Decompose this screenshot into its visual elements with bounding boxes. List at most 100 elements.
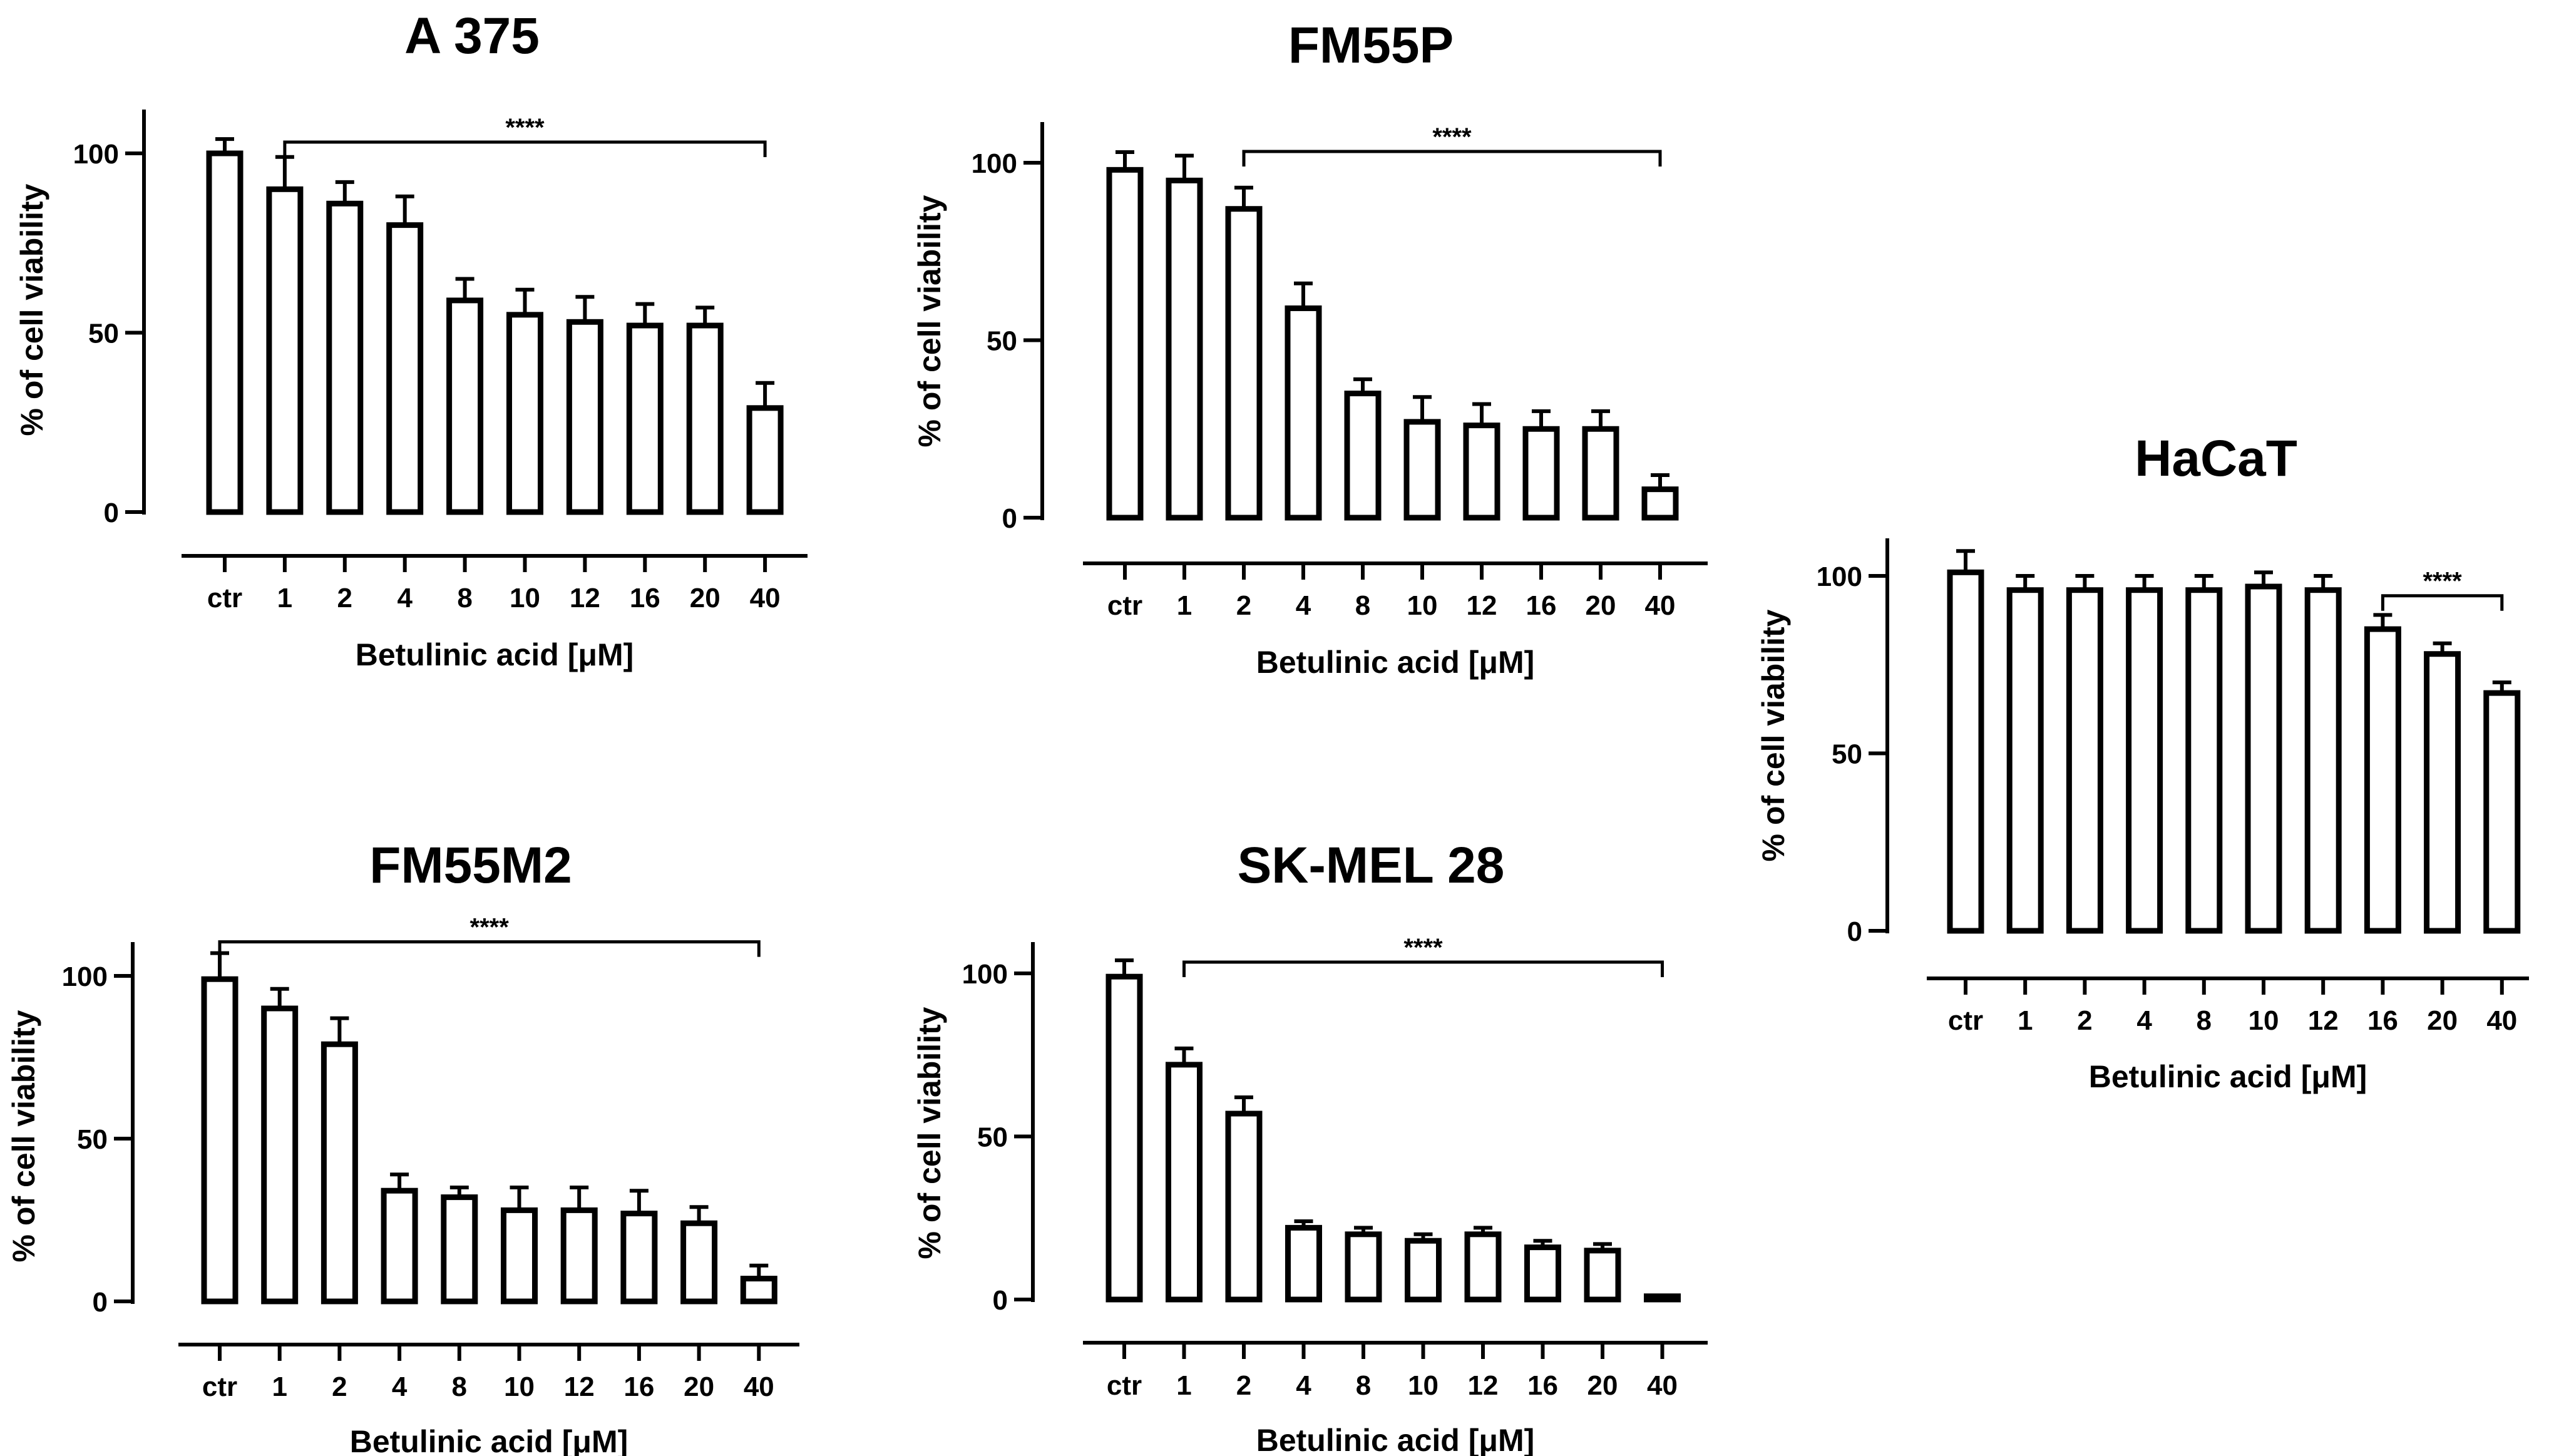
bar-1 bbox=[1166, 1062, 1203, 1303]
bar-16 bbox=[2364, 626, 2401, 934]
x-tick-label: 8 bbox=[2197, 1005, 2212, 1036]
x-tick-label: 8 bbox=[1355, 590, 1370, 621]
x-tick-label: ctr bbox=[1107, 1370, 1142, 1401]
bar-ctr bbox=[201, 976, 238, 1305]
x-tick-label: 10 bbox=[2249, 1005, 2279, 1036]
y-tick-label: 100 bbox=[972, 148, 1017, 179]
bar-2 bbox=[321, 1041, 358, 1305]
y-axis-label: % of cell viability bbox=[14, 183, 49, 436]
bar-10 bbox=[506, 312, 543, 515]
x-tick-label: 12 bbox=[1467, 590, 1497, 621]
x-tick-label: 16 bbox=[1527, 1370, 1558, 1401]
bar-4 bbox=[2126, 587, 2163, 934]
x-tick-label: 1 bbox=[1176, 1370, 1191, 1401]
bar-4 bbox=[386, 222, 424, 515]
x-tick-label: 1 bbox=[277, 583, 292, 613]
bar-2 bbox=[326, 200, 364, 515]
bar-20 bbox=[1582, 426, 1619, 521]
significance-bracket bbox=[1242, 150, 1662, 167]
x-tick-label: 4 bbox=[1296, 1370, 1311, 1401]
significance-label: **** bbox=[470, 914, 510, 941]
y-tick-label: 0 bbox=[104, 498, 119, 528]
bar-4 bbox=[381, 1187, 418, 1305]
y-tick-label: 0 bbox=[993, 1285, 1008, 1316]
x-axis-label: Betulinic acid [μM] bbox=[350, 1424, 628, 1456]
chart-title: A 375 bbox=[404, 8, 540, 64]
x-tick-label: 40 bbox=[750, 583, 781, 613]
x-tick-label: 10 bbox=[1408, 1370, 1439, 1401]
bar-8 bbox=[1344, 391, 1382, 521]
x-tick-label: 40 bbox=[1647, 1370, 1678, 1401]
x-tick-label: ctr bbox=[1948, 1005, 1983, 1036]
x-tick-label: 20 bbox=[690, 583, 721, 613]
bar-2 bbox=[1225, 206, 1263, 521]
bar-8 bbox=[1345, 1231, 1382, 1303]
x-tick-label: 12 bbox=[564, 1371, 595, 1402]
bar-40 bbox=[746, 405, 784, 515]
bar-1 bbox=[266, 186, 304, 515]
bar-ctr bbox=[1947, 569, 1984, 934]
y-tick-label: 50 bbox=[77, 1124, 108, 1155]
x-tick-label: 40 bbox=[2486, 1005, 2517, 1036]
x-tick-label: ctr bbox=[1107, 590, 1142, 621]
y-tick-label: 100 bbox=[62, 961, 108, 992]
bar-2 bbox=[1225, 1110, 1263, 1303]
bar-16 bbox=[1522, 426, 1560, 521]
y-tick-label: 50 bbox=[1832, 739, 1862, 770]
significance-bracket bbox=[1182, 960, 1664, 977]
y-tick-label: 100 bbox=[73, 139, 119, 170]
bar-ctr bbox=[1106, 167, 1144, 521]
x-tick-label: 16 bbox=[2367, 1005, 2398, 1036]
bar-20 bbox=[680, 1220, 718, 1305]
bar-12 bbox=[566, 319, 603, 515]
bar-20 bbox=[2424, 651, 2461, 934]
significance-bracket bbox=[2381, 594, 2504, 611]
x-tick-label: 2 bbox=[2077, 1005, 2092, 1036]
chart-title: SK-MEL 28 bbox=[1238, 837, 1505, 894]
bar-8 bbox=[446, 297, 484, 515]
x-tick-label: 40 bbox=[744, 1371, 774, 1402]
x-tick-label: 1 bbox=[1177, 590, 1192, 621]
bar-2 bbox=[2066, 587, 2103, 934]
x-axis-label: Betulinic acid [μM] bbox=[1256, 1423, 1535, 1456]
bar-10 bbox=[501, 1207, 538, 1305]
bar-40 bbox=[740, 1276, 777, 1305]
bar-ctr bbox=[206, 150, 244, 515]
bar-8 bbox=[2185, 587, 2223, 934]
significance-label: **** bbox=[1403, 934, 1443, 961]
bar-1 bbox=[2006, 587, 2044, 934]
bar-20 bbox=[1584, 1248, 1621, 1303]
x-tick-label: 20 bbox=[1586, 590, 1616, 621]
x-tick-label: 1 bbox=[2018, 1005, 2033, 1036]
x-tick-label: ctr bbox=[202, 1371, 237, 1402]
x-tick-label: 10 bbox=[504, 1371, 535, 1402]
x-tick-label: 40 bbox=[1645, 590, 1676, 621]
bar-20 bbox=[686, 322, 724, 515]
x-tick-label: 16 bbox=[1526, 590, 1557, 621]
y-axis-label: % of cell viability bbox=[1756, 609, 1791, 861]
y-tick-label: 0 bbox=[93, 1287, 108, 1318]
x-tick-label: ctr bbox=[207, 583, 242, 613]
significance-bracket bbox=[218, 940, 761, 957]
x-axis-label: Betulinic acid [μM] bbox=[356, 637, 634, 672]
bar-10 bbox=[1403, 419, 1441, 521]
x-tick-label: 12 bbox=[1468, 1370, 1499, 1401]
x-tick-label: 2 bbox=[337, 583, 352, 613]
bar-12 bbox=[1463, 423, 1500, 521]
x-tick-label: 2 bbox=[1236, 590, 1251, 621]
x-tick-label: 12 bbox=[2308, 1005, 2339, 1036]
bar-16 bbox=[626, 322, 664, 515]
y-tick-label: 50 bbox=[88, 319, 119, 349]
x-tick-label: 8 bbox=[452, 1371, 467, 1402]
y-axis-label: % of cell viability bbox=[912, 195, 947, 447]
chart-title: HaCaT bbox=[2135, 430, 2297, 487]
x-tick-label: 2 bbox=[1236, 1370, 1251, 1401]
significance-label: **** bbox=[2423, 568, 2462, 595]
x-tick-label: 4 bbox=[397, 583, 413, 613]
bar-1 bbox=[1166, 177, 1203, 521]
